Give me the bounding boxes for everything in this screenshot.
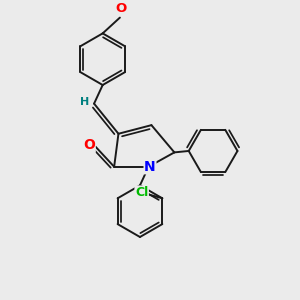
Text: H: H xyxy=(80,97,89,107)
Text: O: O xyxy=(116,2,127,16)
Text: O: O xyxy=(83,138,95,152)
Text: Cl: Cl xyxy=(135,186,148,199)
Text: N: N xyxy=(144,160,156,174)
